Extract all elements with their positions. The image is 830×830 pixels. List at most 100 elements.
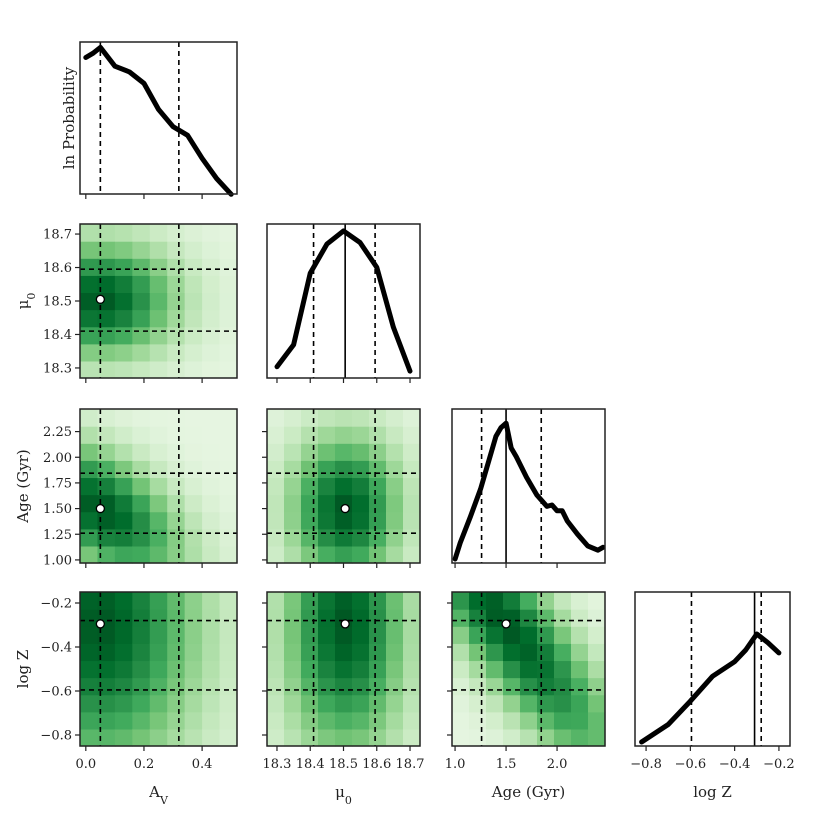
heat-cell xyxy=(80,426,99,444)
heat-cell xyxy=(184,460,203,479)
heat-cell xyxy=(335,528,353,547)
heat-cell xyxy=(267,511,285,530)
heat-cell xyxy=(284,528,302,547)
x-tick-label: 0.4 xyxy=(192,757,213,772)
heat-cell xyxy=(80,224,99,242)
heat-cell xyxy=(267,443,285,461)
heat-cell xyxy=(167,528,186,547)
heat-cell xyxy=(386,728,404,747)
heat-cell xyxy=(167,643,186,662)
heat-cell xyxy=(318,443,336,461)
heat-cell xyxy=(369,677,387,696)
heat-cell xyxy=(284,494,302,513)
heat-cell xyxy=(202,660,221,679)
heat-cell xyxy=(403,460,421,479)
heat-cell xyxy=(132,326,151,345)
heat-cell xyxy=(554,711,572,730)
heat-cell xyxy=(219,309,238,328)
heat-cell xyxy=(588,609,606,627)
heat-cell xyxy=(386,626,404,644)
heat-cell xyxy=(80,694,99,713)
best-fit-marker-mu0-vs-Av xyxy=(95,294,106,304)
heat-cell xyxy=(386,409,404,427)
heat-cell xyxy=(267,426,285,444)
heat-cell xyxy=(284,694,302,713)
heat-cell xyxy=(97,626,116,644)
heat-cell xyxy=(369,477,387,496)
heat-cell xyxy=(588,728,606,747)
heat-cell xyxy=(335,592,353,610)
heat-cell xyxy=(184,694,203,713)
heat-cell xyxy=(452,694,470,713)
heat-cell xyxy=(114,528,133,547)
heat-cell xyxy=(318,643,336,662)
heat-cell xyxy=(114,477,133,496)
heat-cell xyxy=(80,626,99,644)
heat-cell xyxy=(386,711,404,730)
x-tick-label: −0.2 xyxy=(763,757,795,772)
heat-cell xyxy=(219,258,238,276)
heat-cell xyxy=(301,528,319,547)
heat-cell xyxy=(571,643,589,662)
heat-cell xyxy=(149,460,168,479)
heat-cell xyxy=(184,643,203,662)
heat-cell xyxy=(318,460,336,479)
heat-cell xyxy=(520,728,538,747)
heat-cell xyxy=(554,592,572,610)
y-tick-label: 18.3 xyxy=(43,361,72,376)
y-tick-label: −0.6 xyxy=(40,685,72,700)
heat-cell xyxy=(184,224,203,242)
heat-cell xyxy=(97,258,116,276)
heat-cell xyxy=(114,426,133,444)
heat-cell xyxy=(167,694,186,713)
heat-cell xyxy=(167,426,186,444)
heat-cell xyxy=(301,511,319,530)
heat-cell xyxy=(184,309,203,328)
heat-cell xyxy=(469,643,487,662)
heat-cell xyxy=(352,660,370,679)
heat-cell xyxy=(369,711,387,730)
panel-mu0-vs-Av: 18.3 18.4 18.5 18.6 18.7 xyxy=(43,223,238,383)
heat-cell xyxy=(202,241,221,259)
heat-cell xyxy=(386,592,404,610)
heat-cell xyxy=(386,677,404,696)
heat-cell xyxy=(184,728,203,747)
heat-cell xyxy=(386,460,404,479)
heat-cell xyxy=(386,511,404,530)
heat-cell xyxy=(452,643,470,662)
heat-cell xyxy=(167,360,186,379)
heat-cell xyxy=(537,694,555,713)
heat-cell xyxy=(352,494,370,513)
y-tick-label: 18.5 xyxy=(43,295,72,310)
heat-cell xyxy=(318,528,336,547)
heat-cell xyxy=(202,626,221,644)
heat-cell xyxy=(80,528,99,547)
heat-cell xyxy=(318,426,336,444)
heat-cell xyxy=(132,275,151,294)
heat-cell xyxy=(486,711,504,730)
heat-cell xyxy=(167,494,186,513)
heat-cell xyxy=(80,241,99,259)
heat-cell xyxy=(167,275,186,294)
x-axis-label-logZ: log Z xyxy=(693,783,732,801)
heat-cell xyxy=(469,728,487,747)
heat-cell xyxy=(132,626,151,644)
heat-cell xyxy=(284,609,302,627)
heat-cell xyxy=(149,258,168,276)
heat-cell xyxy=(202,511,221,530)
heat-cell xyxy=(219,460,238,479)
heat-cell xyxy=(219,643,238,662)
marginal-curve-mu0 xyxy=(274,228,413,374)
heat-cell xyxy=(335,443,353,461)
y-tick-label: −0.8 xyxy=(40,729,72,744)
heat-cell xyxy=(318,511,336,530)
heat-cell xyxy=(132,343,151,362)
heat-cell xyxy=(571,677,589,696)
heat-cell xyxy=(149,626,168,644)
heat-cell xyxy=(284,660,302,679)
y-axis-label-logZ: log Z xyxy=(14,650,32,689)
heat-cell xyxy=(452,677,470,696)
heat-cell xyxy=(571,694,589,713)
heat-cell xyxy=(97,711,116,730)
heat-cell xyxy=(80,511,99,530)
